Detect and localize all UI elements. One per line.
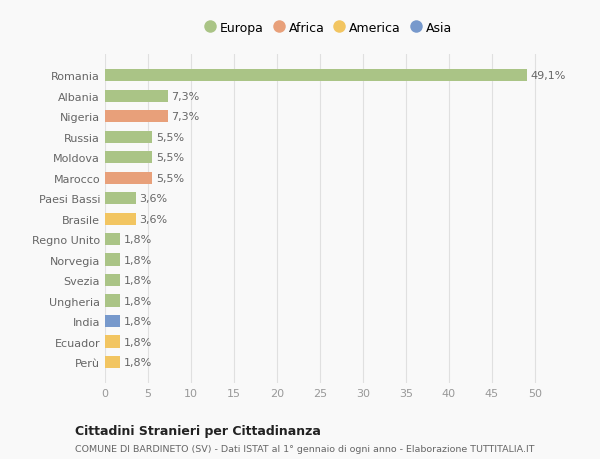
Text: 3,6%: 3,6%: [139, 214, 167, 224]
Bar: [105, 295, 121, 307]
Text: 7,3%: 7,3%: [171, 112, 199, 122]
Legend: Europa, Africa, America, Asia: Europa, Africa, America, Asia: [205, 22, 452, 35]
Text: Cittadini Stranieri per Cittadinanza: Cittadini Stranieri per Cittadinanza: [75, 424, 321, 437]
Bar: [105, 131, 152, 144]
Bar: [105, 193, 136, 205]
Bar: [105, 315, 121, 327]
Bar: [105, 111, 168, 123]
Text: 1,8%: 1,8%: [124, 296, 152, 306]
Text: 1,8%: 1,8%: [124, 357, 152, 367]
Text: 1,8%: 1,8%: [124, 255, 152, 265]
Bar: [105, 336, 121, 348]
Bar: [105, 172, 152, 185]
Text: 7,3%: 7,3%: [171, 92, 199, 101]
Text: 49,1%: 49,1%: [530, 71, 566, 81]
Text: 1,8%: 1,8%: [124, 337, 152, 347]
Text: 1,8%: 1,8%: [124, 235, 152, 245]
Bar: [105, 274, 121, 286]
Bar: [105, 70, 527, 82]
Bar: [105, 90, 168, 103]
Text: 5,5%: 5,5%: [156, 174, 184, 183]
Text: 1,8%: 1,8%: [124, 275, 152, 285]
Bar: [105, 213, 136, 225]
Text: 1,8%: 1,8%: [124, 316, 152, 326]
Bar: [105, 152, 152, 164]
Text: 5,5%: 5,5%: [156, 133, 184, 142]
Text: COMUNE DI BARDINETO (SV) - Dati ISTAT al 1° gennaio di ogni anno - Elaborazione : COMUNE DI BARDINETO (SV) - Dati ISTAT al…: [75, 444, 535, 453]
Bar: [105, 254, 121, 266]
Text: 5,5%: 5,5%: [156, 153, 184, 163]
Text: 3,6%: 3,6%: [139, 194, 167, 204]
Bar: [105, 356, 121, 368]
Bar: [105, 234, 121, 246]
